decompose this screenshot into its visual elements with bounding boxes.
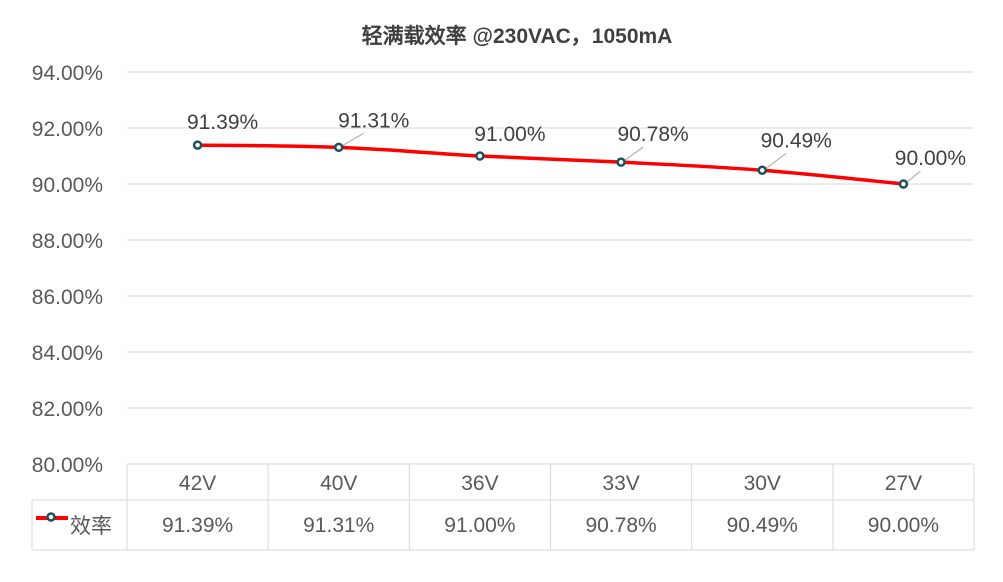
y-tick-label: 84.00% <box>32 342 103 365</box>
table-value-cell: 90.00% <box>868 514 939 537</box>
data-label: 90.78% <box>617 123 688 146</box>
data-label-leader <box>765 152 787 169</box>
table-value-cell: 91.39% <box>162 514 233 537</box>
x-category-label: 30V <box>744 472 781 495</box>
legend-marker <box>46 512 56 522</box>
data-label: 91.00% <box>474 123 545 146</box>
data-label: 91.31% <box>338 109 409 132</box>
y-tick-label: 80.00% <box>32 454 103 477</box>
x-category-label: 33V <box>602 472 639 495</box>
chart-title: 轻满载效率 @230VAC，1050mA <box>362 24 673 48</box>
x-category-label: 36V <box>461 472 498 495</box>
series-line <box>197 143 904 186</box>
data-point-marker <box>192 140 203 150</box>
y-tick-label: 82.00% <box>32 398 103 421</box>
y-tick-label: 90.00% <box>32 174 103 197</box>
data-label: 90.00% <box>895 147 966 170</box>
data-point-marker <box>616 157 626 167</box>
data-point-marker <box>898 179 909 189</box>
data-label: 90.49% <box>761 129 832 152</box>
x-category-label: 42V <box>179 472 216 495</box>
data-point-marker <box>757 165 767 176</box>
data-point-marker <box>334 142 344 153</box>
x-category-label: 40V <box>320 472 357 495</box>
x-category-label: 27V <box>885 472 922 495</box>
data-point-marker <box>475 151 485 161</box>
legend-label: 效率 <box>70 515 112 538</box>
y-tick-label: 92.00% <box>32 118 103 141</box>
table-value-cell: 91.00% <box>444 514 515 537</box>
y-tick-label: 88.00% <box>32 230 103 253</box>
table-value-cell: 90.49% <box>727 514 798 537</box>
data-label-leader <box>907 170 921 183</box>
data-label-leader <box>342 132 364 146</box>
table-value-cell: 90.78% <box>585 514 656 537</box>
y-tick-label: 94.00% <box>32 62 103 85</box>
data-label: 91.39% <box>187 111 258 134</box>
y-tick-label: 86.00% <box>32 286 103 309</box>
table-value-cell: 91.31% <box>303 514 374 537</box>
data-label-leader <box>624 146 644 161</box>
